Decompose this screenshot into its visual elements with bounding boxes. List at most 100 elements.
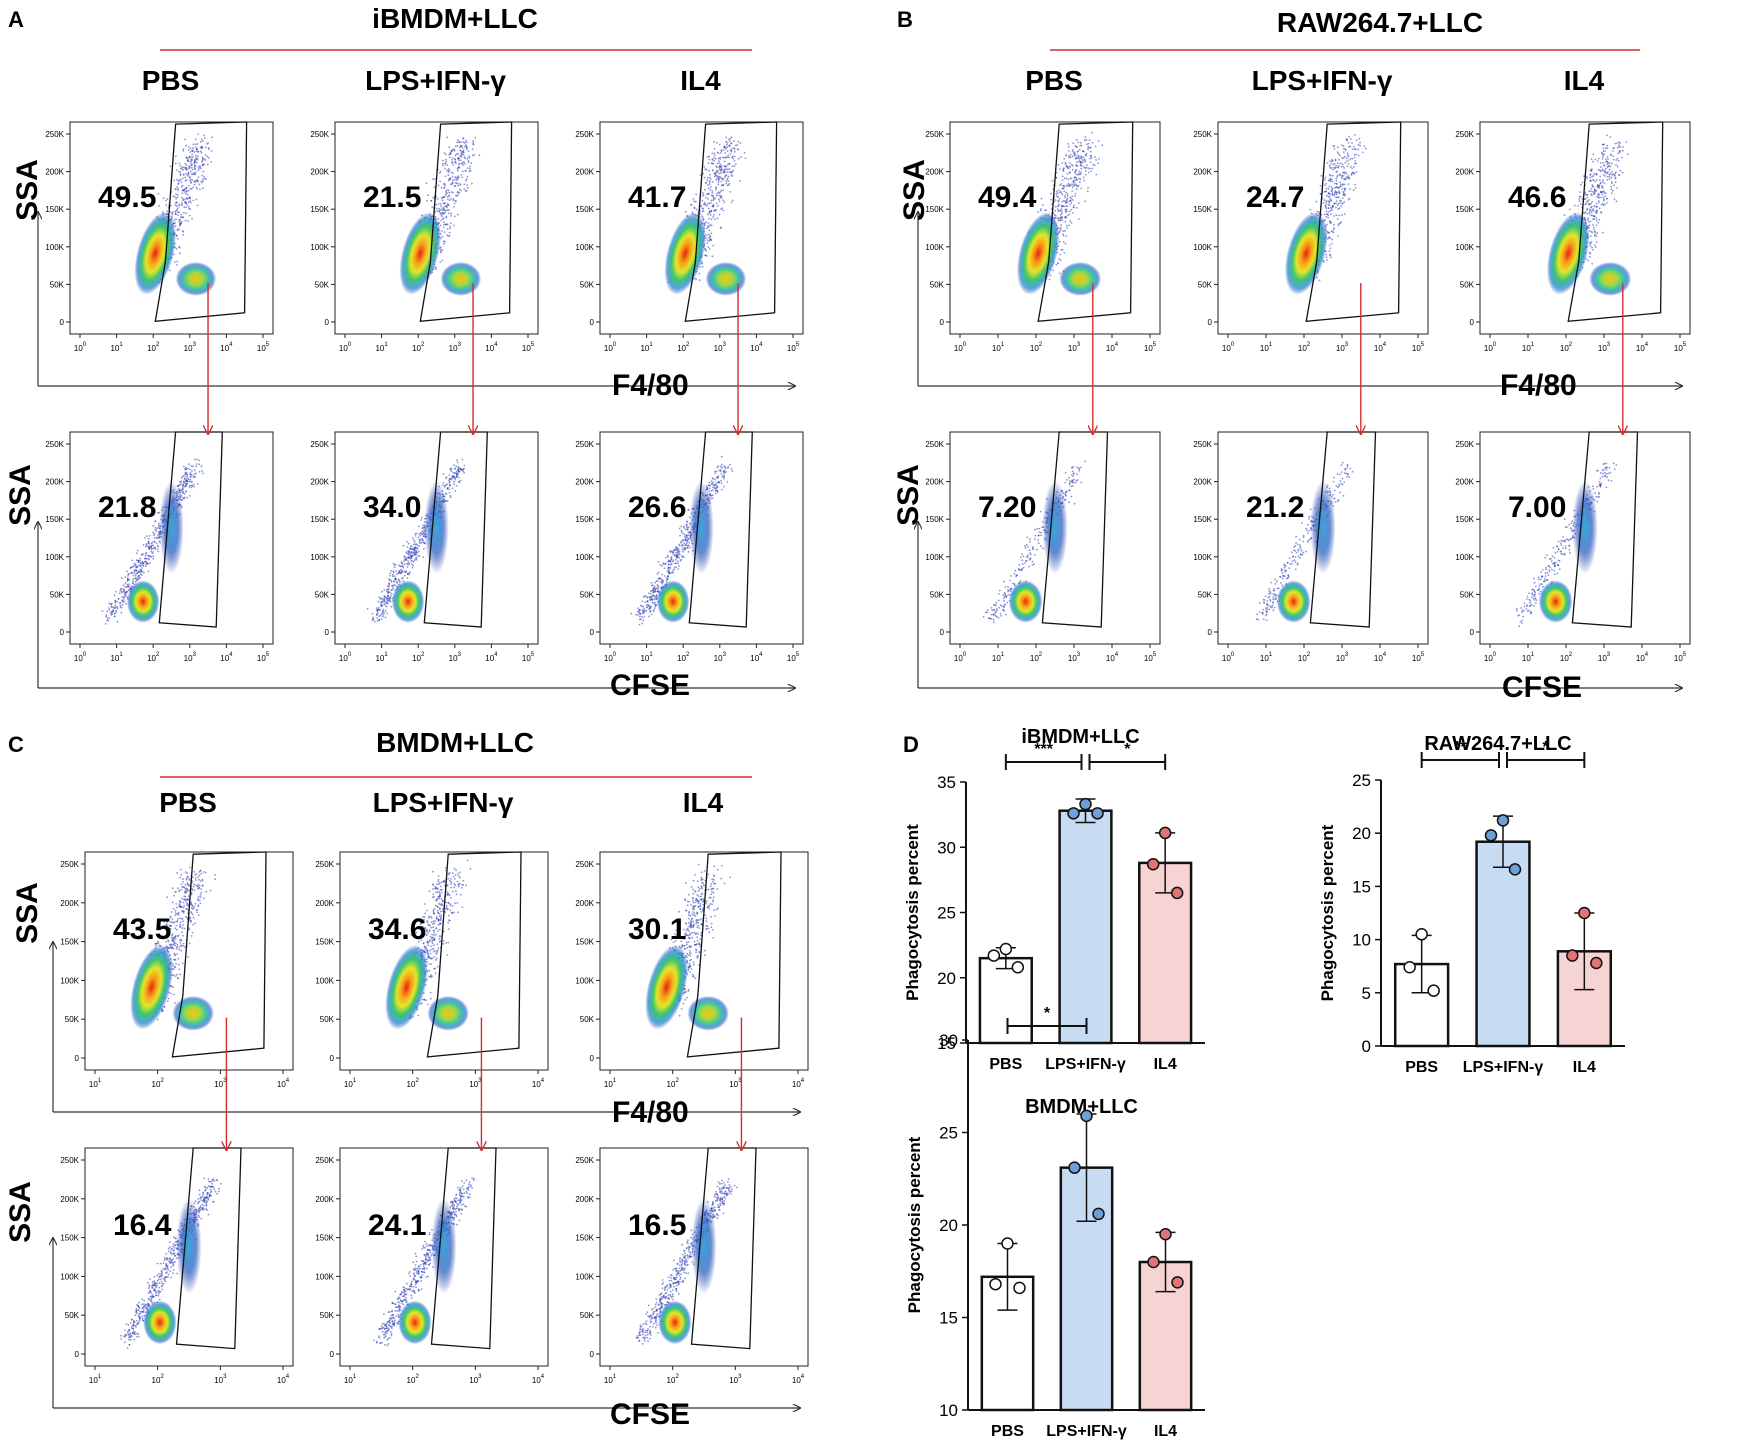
x-tick-label: 100	[339, 342, 352, 353]
x-tick-exponent: 5	[796, 342, 800, 348]
plot-frame	[339, 851, 549, 1071]
gate-percent: 16.4	[113, 1209, 172, 1242]
y-tick-label: 150K	[310, 515, 329, 524]
y-tick-label: 20	[939, 1216, 958, 1235]
x-tick-label: PBS	[991, 1423, 1024, 1440]
gate-percent: 26.6	[628, 491, 686, 524]
y-tick-label: 100K	[575, 243, 594, 252]
density-blob	[130, 944, 173, 1030]
plot-frame	[599, 851, 809, 1071]
x-tick-label: 101	[89, 1374, 102, 1385]
x-tick-exponent: 2	[686, 342, 690, 348]
y-tick-label: 200K	[45, 168, 64, 177]
density-blob	[1276, 580, 1311, 623]
plot-frame	[1217, 121, 1429, 335]
x-tick-exponent: 5	[1683, 652, 1687, 658]
y-tick-label: 200K	[575, 478, 594, 487]
x-tick-exponent: 4	[541, 1078, 545, 1084]
x-tick-label: IL4	[1573, 1059, 1596, 1076]
y-tick-label: 50K	[580, 1311, 595, 1320]
data-point	[989, 1277, 1002, 1291]
plot-frame	[599, 1147, 809, 1367]
x-tick-exponent: 2	[675, 1078, 679, 1084]
y-tick-label: 100K	[1193, 243, 1212, 252]
y-tick-label: 150K	[925, 205, 944, 214]
significance-label: *	[1124, 741, 1131, 758]
density-blob	[440, 261, 482, 296]
density-blob	[391, 580, 425, 623]
significance-bracket: *	[1506, 739, 1586, 768]
x-tick-label: 103	[449, 652, 462, 663]
density-blob	[424, 480, 449, 575]
x-tick-exponent: 3	[193, 342, 197, 348]
x-tick-label: 103	[449, 342, 462, 353]
x-tick-exponent: 0	[613, 342, 617, 348]
x-tick-exponent: 0	[1493, 652, 1497, 658]
x-tick-label: 104	[277, 1078, 290, 1089]
y-tick-label: 200K	[310, 478, 329, 487]
x-tick-exponent: 2	[160, 1078, 164, 1084]
gate	[1305, 121, 1402, 323]
x-tick-exponent: 0	[613, 652, 617, 658]
x-tick-exponent: 4	[1383, 652, 1387, 658]
y-tick-label: 100K	[925, 553, 944, 562]
x-tick-exponent: 3	[1077, 342, 1081, 348]
x-tick-label: 105	[257, 652, 270, 663]
x-tick-label: 100	[74, 652, 87, 663]
density-blob	[1572, 480, 1598, 575]
x-tick-exponent: 5	[266, 652, 270, 658]
x-tick-exponent: 3	[1607, 342, 1611, 348]
x-tick-exponent: 2	[1039, 652, 1043, 658]
x-tick-label: 105	[1144, 342, 1157, 353]
gate-percent: 43.5	[113, 913, 171, 946]
x-tick-label: 105	[522, 652, 535, 663]
x-tick-exponent: 1	[384, 652, 388, 658]
y-tick-label: 150K	[45, 515, 64, 524]
x-tick-exponent: 5	[1153, 342, 1157, 348]
x-tick-exponent: 1	[649, 342, 653, 348]
y-tick-label: 250K	[310, 130, 329, 139]
flow-plot: 0 50K 100K 150K 200K 250K 101 102 103 104 30.1	[575, 851, 809, 1089]
x-tick-exponent: 3	[478, 1078, 482, 1084]
y-tick-label: 250K	[1455, 440, 1474, 449]
significance-bracket: *	[1088, 741, 1167, 770]
x-tick-label: 101	[344, 1374, 357, 1385]
x-tick-label: 100	[1222, 652, 1235, 663]
density-blob	[1310, 480, 1336, 575]
x-tick-label: 104	[792, 1078, 805, 1089]
x-tick-exponent: 0	[963, 652, 967, 658]
y-tick-label: 0	[75, 1054, 80, 1063]
y-tick-label: 0	[1470, 628, 1475, 637]
group-label: PBS	[142, 65, 200, 96]
plot-frame	[84, 851, 294, 1071]
x-tick-label: 102	[677, 652, 690, 663]
y-axis-label: SSA	[11, 159, 44, 221]
x-tick-label: 103	[184, 652, 197, 663]
y-tick-label: 0	[590, 318, 595, 327]
x-tick-label: 103	[714, 342, 727, 353]
x-tick-label: LPS+IFN-γ	[1463, 1059, 1544, 1076]
x-tick-label: IL4	[1154, 1056, 1177, 1073]
gate	[686, 851, 782, 1058]
x-tick-label: 101	[1260, 652, 1273, 663]
x-tick-exponent: 0	[348, 652, 352, 658]
x-axis-label: F4/80	[1500, 369, 1577, 402]
x-tick-label: 100	[74, 342, 87, 353]
plot-frame	[1217, 431, 1429, 645]
data-point	[1566, 949, 1579, 962]
group-label: IL4	[680, 65, 721, 96]
y-axis-label: SSA	[4, 464, 37, 526]
density-blob	[1059, 261, 1102, 296]
y-tick-label: 100K	[1193, 553, 1212, 562]
y-tick-label: 250K	[45, 440, 64, 449]
x-tick-exponent: 2	[675, 1374, 679, 1380]
density-blob	[427, 995, 469, 1031]
panel-title: iBMDM+LLC	[372, 3, 538, 34]
x-axis-label: CFSE	[1502, 671, 1582, 704]
x-tick-label: 101	[604, 1078, 617, 1089]
x-axis-label: F4/80	[612, 1096, 689, 1129]
x-tick-label: 102	[1560, 652, 1573, 663]
y-tick-label: 200K	[575, 1195, 594, 1204]
y-tick-label: 0	[1208, 318, 1213, 327]
